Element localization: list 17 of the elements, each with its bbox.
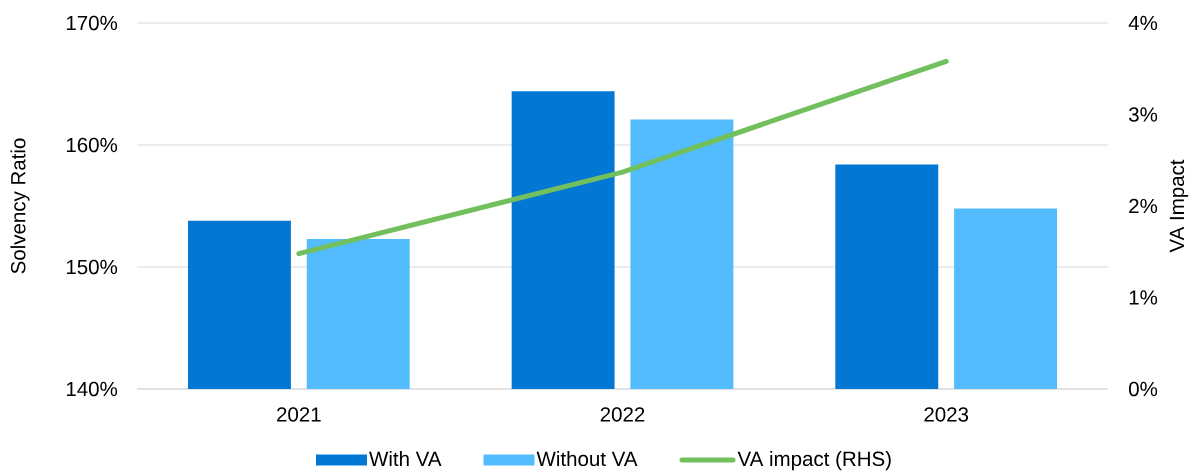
x-tick-label: 2021 xyxy=(277,407,321,422)
y-tick-label: 150% xyxy=(66,259,118,275)
x-tick-label: 2022 xyxy=(600,407,645,422)
legend-label: With VA xyxy=(369,451,442,467)
y-axis-title: Solvency Ratio xyxy=(10,138,30,274)
y-tick-label: 160% xyxy=(66,137,118,153)
y-tick-label: 170% xyxy=(66,15,118,31)
y-tick-label: 140% xyxy=(66,381,118,397)
y2-tick-label: 1% xyxy=(1129,290,1158,305)
x-tick-label: 2023 xyxy=(924,407,969,422)
legend-label: VA impact (RHS) xyxy=(737,451,891,471)
y2-tick-label: 3% xyxy=(1128,107,1158,122)
y2-tick-label: 0% xyxy=(1129,381,1158,397)
legend-label: Without VA xyxy=(536,451,638,467)
y2-tick-label: 4% xyxy=(1128,15,1158,31)
y2-axis-title: VA Impact xyxy=(1169,159,1189,253)
y2-tick-label: 2% xyxy=(1129,198,1158,214)
